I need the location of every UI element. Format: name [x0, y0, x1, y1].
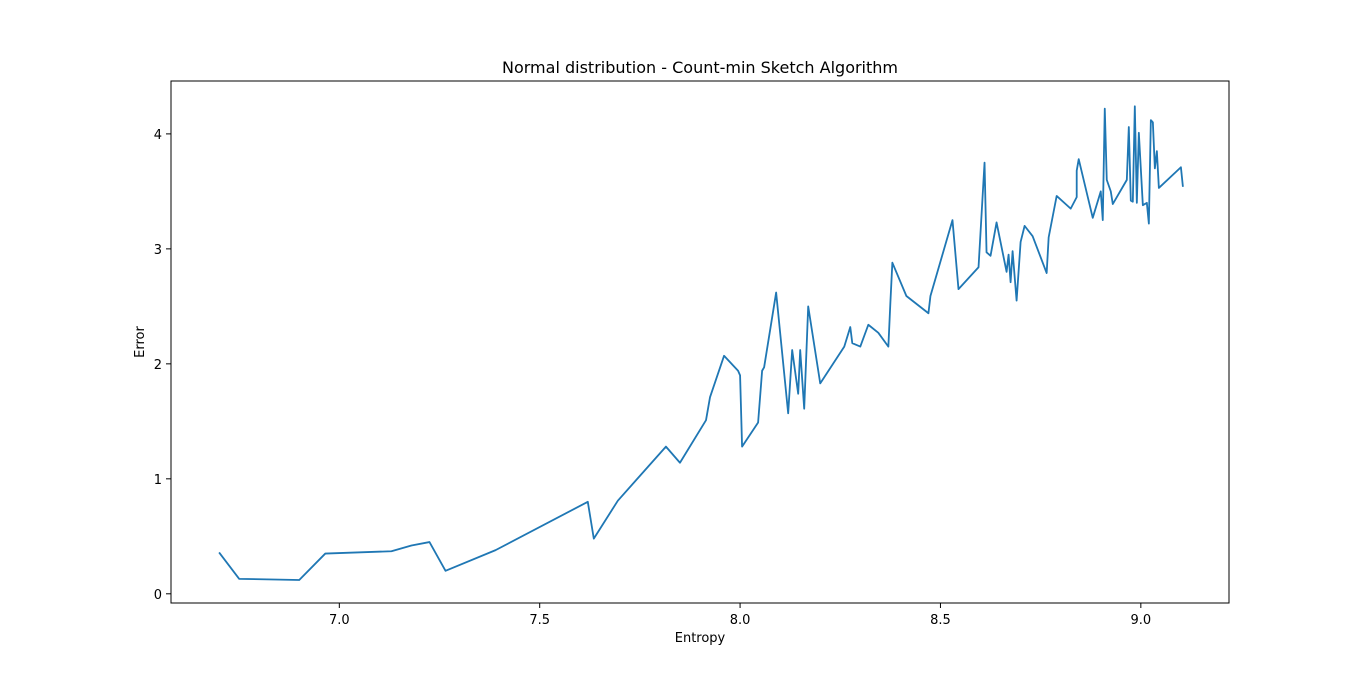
- plot-area: [218, 105, 1184, 581]
- x-axis-label: Entropy: [675, 631, 726, 646]
- x-tick-label: 9.0: [1130, 613, 1151, 628]
- series-line-0: [218, 105, 1184, 581]
- y-tick-label: 1: [154, 473, 162, 488]
- x-tick-label: 7.5: [529, 613, 550, 628]
- chart-title: Normal distribution - Count-min Sketch A…: [502, 58, 898, 77]
- y-axis: 0 1 2 3 4: [154, 128, 171, 603]
- y-axis-label: Error: [133, 326, 148, 358]
- y-tick-label: 2: [154, 358, 162, 373]
- x-tick-label: 8.0: [730, 613, 751, 628]
- y-tick-label: 4: [154, 128, 162, 143]
- x-tick-label: 7.0: [329, 613, 350, 628]
- x-axis: 7.0 7.5 8.0 8.5 9.0: [329, 603, 1151, 628]
- plot-frame: [170, 80, 1230, 604]
- y-tick-label: 3: [154, 243, 162, 258]
- x-tick-label: 8.5: [930, 613, 951, 628]
- y-tick-label: 0: [154, 588, 162, 603]
